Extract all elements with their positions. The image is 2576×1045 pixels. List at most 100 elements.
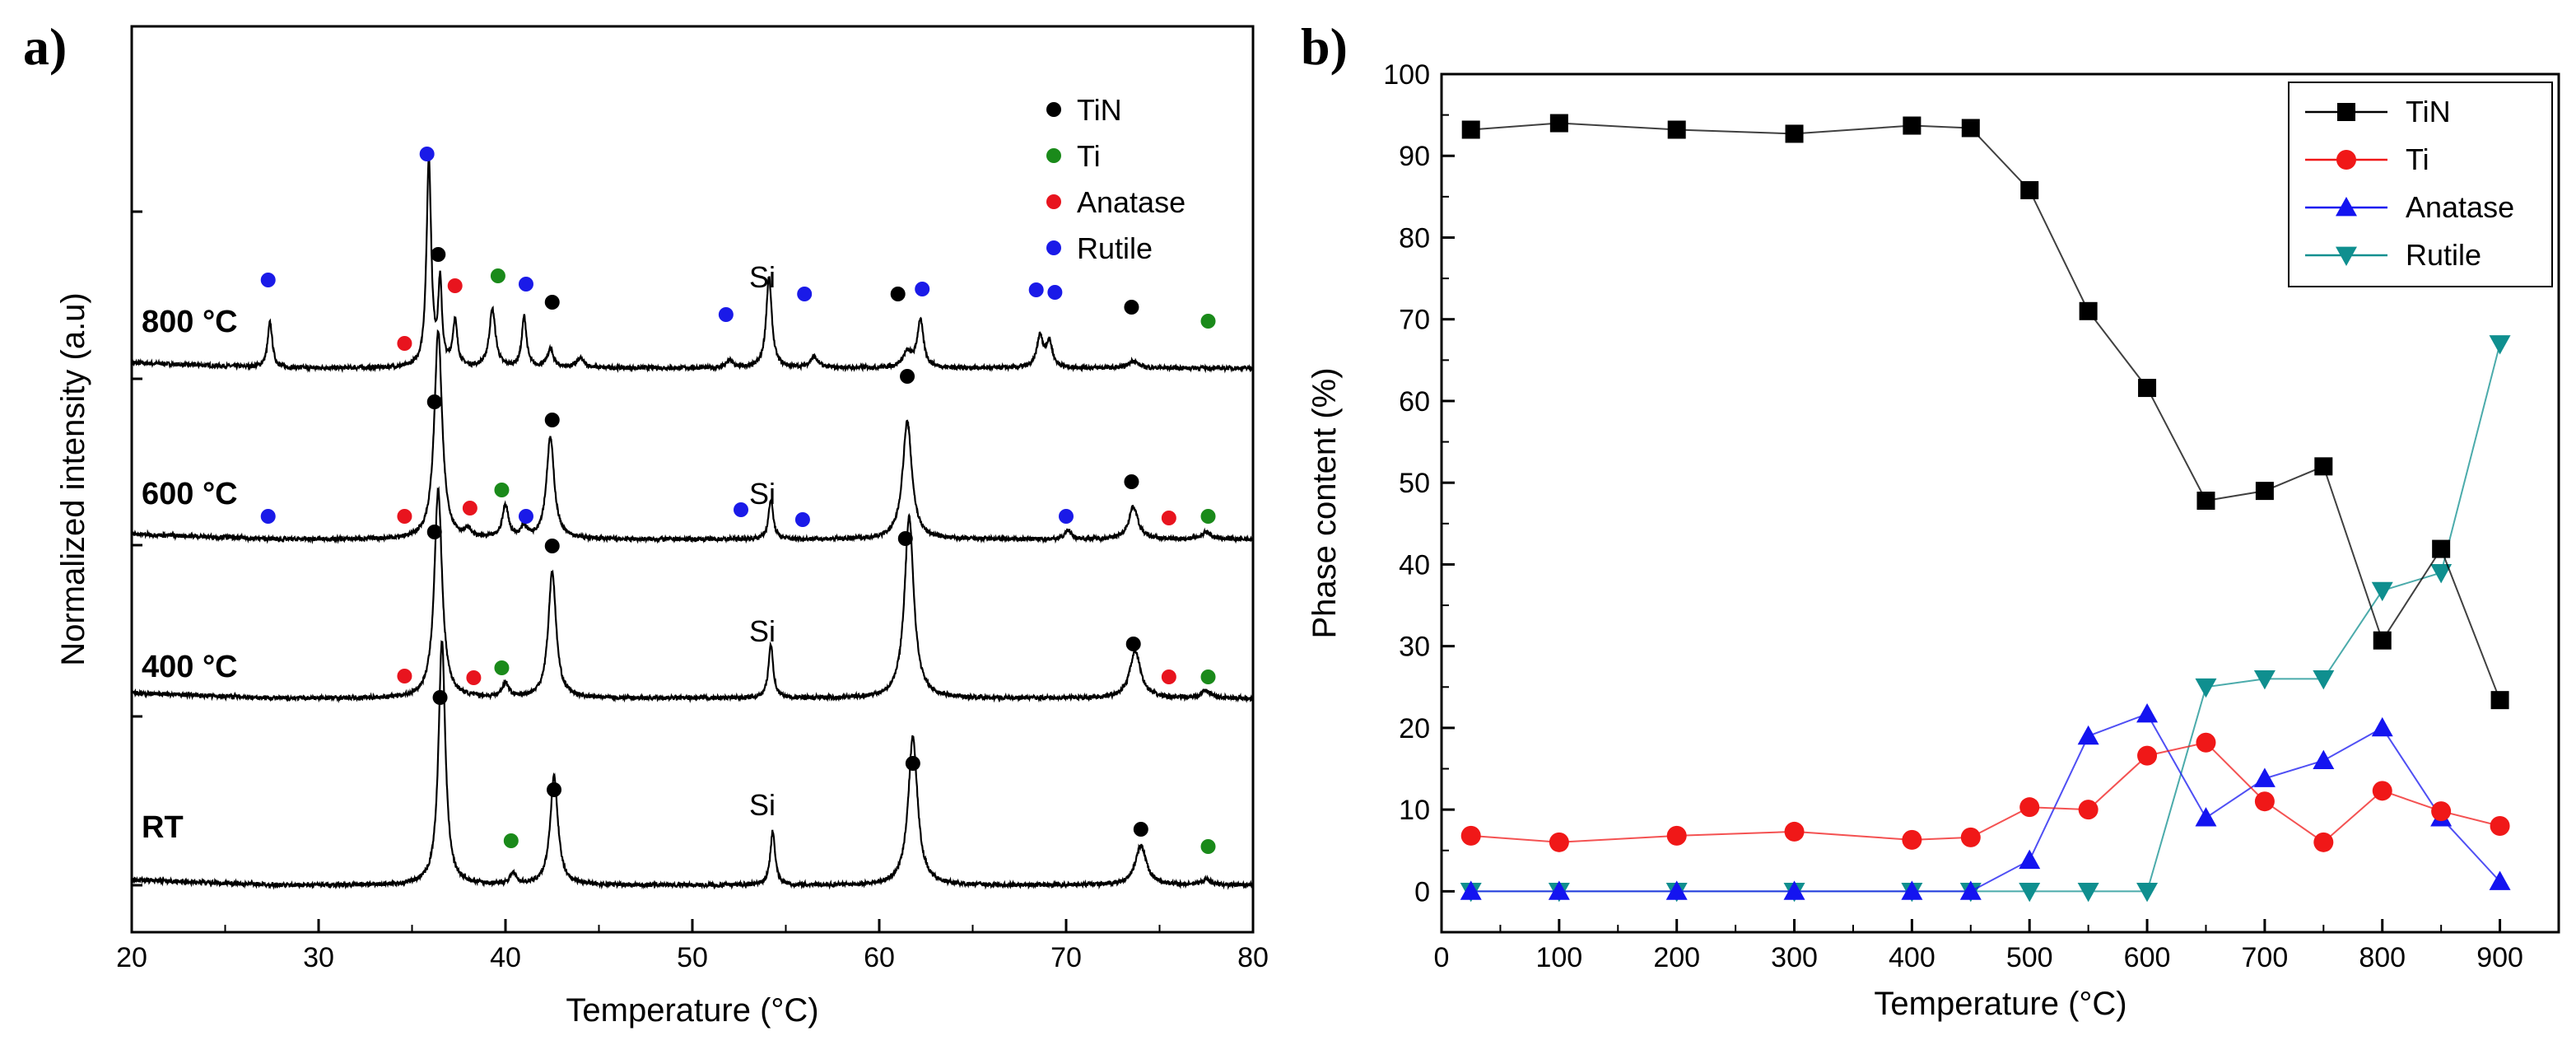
b-xtick-label-2: 200 (1653, 942, 1700, 973)
b-point-ti (1549, 832, 1569, 852)
a-marker-tin (1124, 300, 1139, 315)
a-marker-anatase (397, 509, 412, 524)
b-xtick-label-8: 800 (2359, 942, 2406, 973)
a-marker-ti (1200, 839, 1216, 854)
a-marker-anatase (1161, 669, 1176, 684)
a-marker-tin (890, 287, 906, 301)
b-point-tin (1667, 120, 1686, 139)
legend-b-symbol-anatase (2336, 197, 2357, 217)
panel-b-series (1460, 114, 2511, 903)
a-marker-rutile (718, 307, 734, 322)
a-marker-tin (900, 369, 915, 384)
b-xtick-label-6: 600 (2124, 942, 2171, 973)
b-point-tin (1549, 114, 1568, 133)
panel-a-x-label: Temperature (°C) (566, 992, 818, 1029)
trace-label-400: 400 °C (142, 650, 238, 684)
b-point-anatase (2077, 725, 2099, 745)
panel-a-traces (130, 156, 1255, 890)
b-point-anatase (1665, 880, 1688, 900)
panel-b-label: b) (1301, 17, 1348, 76)
panel-b: b) 0 100 200 300 400 500 600 700 800 900 0 10 20 30 4… (1301, 17, 2560, 1022)
a-marker-rutile (260, 509, 276, 524)
b-point-tin (2196, 492, 2215, 511)
b-xtick-label-7: 700 (2242, 942, 2289, 973)
panel-b-y-label: Phase content (%) (1307, 367, 1343, 638)
si-label-400: Si (749, 614, 776, 648)
a-marker-rutile (1028, 282, 1044, 297)
legend-b-symbol-rutile (2336, 246, 2357, 266)
legend-a-marker-ti (1046, 148, 1061, 163)
b-point-tin (1461, 120, 1480, 139)
a-marker-anatase (397, 669, 412, 683)
b-point-tin (1785, 124, 1804, 143)
b-point-rutile (2253, 669, 2276, 690)
panel-b-legend: TiN Ti Anatase Rutile (2288, 82, 2553, 287)
a-marker-ti (503, 833, 519, 848)
legend-b-box (2288, 82, 2553, 287)
panel-b-plot-frame (1440, 72, 2560, 934)
b-ytick-label-0: 0 (1414, 876, 1430, 907)
a-marker-rutile (518, 277, 533, 292)
a-marker-tin (1124, 474, 1139, 489)
b-point-ti (2490, 815, 2510, 836)
b-point-anatase (2313, 749, 2335, 769)
b-point-tin (2138, 379, 2157, 398)
legend-a-tin: TiN (1077, 93, 1122, 127)
b-ytick-label-1: 10 (1399, 795, 1430, 826)
b-line-anatase (1470, 712, 2501, 893)
a-marker-anatase (1161, 511, 1176, 525)
legend-a-marker-anatase (1046, 194, 1061, 209)
b-series-anatase (1460, 703, 2511, 900)
a-xtick-label-4: 60 (864, 942, 895, 973)
b-point-tin (1903, 116, 1922, 135)
b-point-ti (2254, 791, 2275, 812)
panel-a: a) 20 30 40 50 60 70 80 800 °C 600 °C 400 °C R… (23, 17, 1269, 1029)
b-point-anatase (2019, 849, 2041, 870)
b-point-rutile (2371, 581, 2393, 602)
a-marker-rutile (518, 509, 533, 524)
a-marker-tin (432, 690, 448, 705)
b-line-ti (1470, 741, 2500, 844)
b-point-tin (2020, 180, 2039, 199)
legend-a-marker-tin (1046, 102, 1061, 117)
b-point-rutile (2136, 882, 2159, 903)
b-point-anatase (2371, 716, 2393, 737)
b-point-anatase (1460, 880, 1482, 900)
b-point-rutile (2430, 563, 2453, 584)
b-point-tin (2373, 631, 2392, 650)
b-point-ti (2313, 832, 2334, 852)
b-ytick-label-7: 70 (1399, 305, 1430, 336)
panel-a-y-axis (132, 210, 142, 887)
b-line-rutile (1470, 343, 2501, 893)
b-point-ti (1784, 821, 1805, 842)
a-marker-ti (494, 483, 510, 497)
legend-b-symbol-tin (2337, 103, 2355, 121)
b-xtick-label-1: 100 (1535, 942, 1582, 973)
a-marker-anatase (466, 670, 482, 685)
a-trace-2 (130, 486, 1254, 704)
panel-a-x-axis: 20 30 40 50 60 70 80 (116, 919, 1269, 973)
b-xtick-label-5: 500 (2006, 942, 2053, 973)
b-point-tin (2255, 482, 2274, 501)
a-marker-anatase (397, 336, 412, 351)
trace-label-800: 800 °C (142, 305, 238, 339)
a-marker-tin (431, 247, 446, 262)
b-point-anatase (1959, 880, 1982, 900)
b-point-tin (2490, 691, 2509, 710)
b-point-ti (1902, 829, 1922, 850)
b-ytick-label-10: 100 (1383, 59, 1430, 91)
b-point-ti (1666, 825, 1687, 846)
a-marker-tin (544, 295, 560, 310)
b-ytick-label-9: 90 (1399, 141, 1430, 172)
b-point-anatase (2253, 767, 2276, 787)
legend-b-ti: Ti (2406, 142, 2429, 176)
legend-a-ti: Ti (1077, 139, 1101, 173)
panel-a-phase-markers (260, 147, 1216, 854)
a-xtick-label-2: 40 (490, 942, 521, 973)
a-marker-rutile (734, 502, 749, 517)
a-trace-3 (131, 640, 1254, 890)
a-xtick-label-6: 80 (1237, 942, 1269, 973)
a-marker-ti (490, 268, 505, 283)
b-point-tin (1961, 119, 1980, 138)
legend-a-anatase: Anatase (1077, 185, 1186, 219)
